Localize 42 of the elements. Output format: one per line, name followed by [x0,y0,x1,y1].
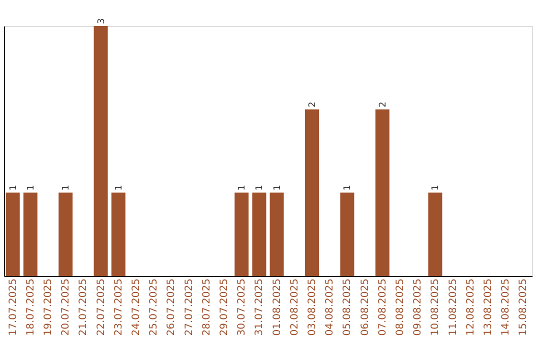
data-label: 1 [26,184,36,191]
data-label: 1 [8,184,19,191]
x-tick-label: 07.08.2025 [377,278,388,336]
data-label: 1 [272,184,283,191]
x-tick-label: 24.07.2025 [131,278,142,336]
data-label: 3 [96,18,107,24]
x-tick-label: 04.08.2025 [324,278,336,336]
x-tick-label: 25.07.2025 [148,278,160,336]
x-tick-label: 23.07.2025 [113,278,124,336]
x-tick-label: 28.07.2025 [201,278,212,336]
data-label: 1 [431,184,442,191]
x-tick-label: 17.07.2025 [8,278,19,336]
x-tick-label: 22.07.2025 [96,278,107,336]
x-tick-label: 09.08.2025 [412,278,424,336]
x-tick-label: 19.07.2025 [43,278,54,336]
x-tick-label: 18.07.2025 [25,278,36,336]
data-label: 2 [378,102,388,108]
x-tick-label: 31.07.2025 [254,278,266,336]
x-tick-label: 02.08.2025 [289,278,300,336]
x-tick-label: 10.08.2025 [430,278,442,336]
x-tick-label: 06.08.2025 [360,278,371,336]
x-tick-label: 11.08.2025 [448,278,459,336]
data-label: 1 [114,184,124,191]
x-tick-label: 05.08.2025 [342,278,354,336]
data-label: 1 [255,184,266,191]
x-tick-label: 14.08.2025 [500,278,512,336]
x-tick-label: 27.07.2025 [184,278,195,336]
x-tick-label: 01.08.2025 [272,278,283,336]
data-label: 2 [308,102,318,108]
data-label: 1 [343,184,354,191]
x-tick-label: 26.07.2025 [166,278,178,336]
x-tick-label: 20.07.2025 [60,278,72,336]
data-label: 1 [238,184,248,191]
x-tick-label: 15.08.2025 [518,278,530,336]
x-tick-label: 03.08.2025 [307,278,318,336]
x-tick-label: 13.08.2025 [483,278,494,336]
data-label: 1 [62,184,72,191]
x-tick-label: 21.07.2025 [78,278,90,336]
x-tick-label: 08.08.2025 [395,278,406,336]
x-tick-label: 29.07.2025 [219,278,230,336]
x-tick-label: 12.08.2025 [465,278,476,336]
x-tick-label: 30.07.2025 [236,278,248,336]
